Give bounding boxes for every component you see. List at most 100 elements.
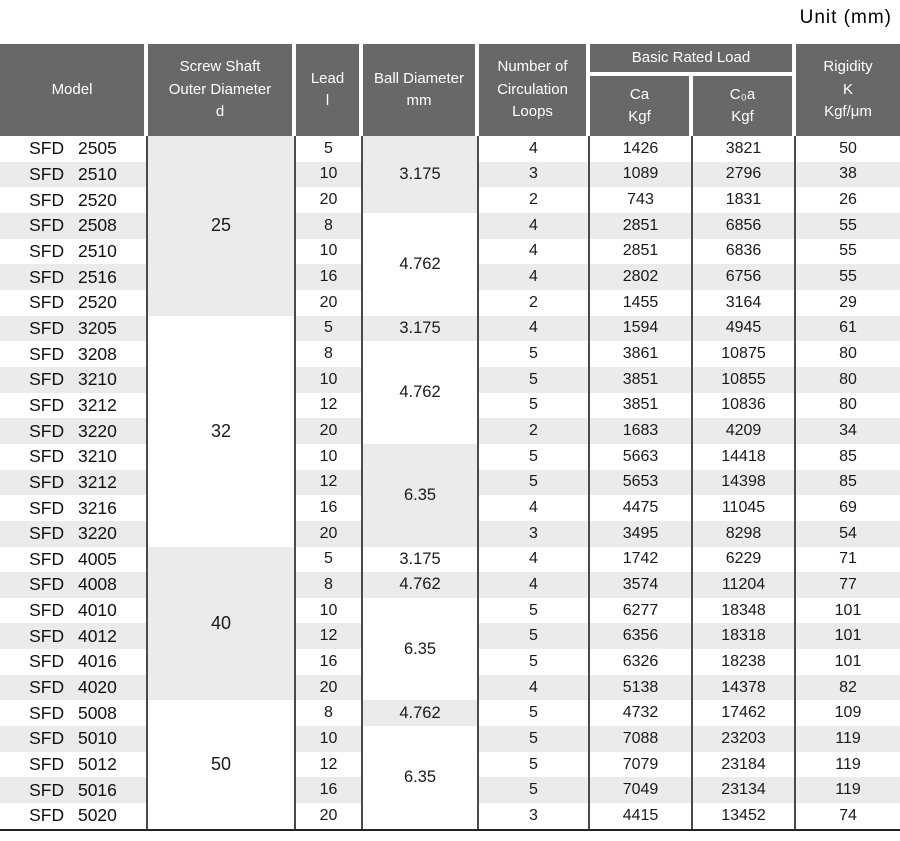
lead-cell: 5	[296, 136, 363, 162]
ca-cell: 6326	[590, 649, 693, 675]
model-cell: SFD 2510	[0, 161, 148, 188]
c0a-cell: 10855	[693, 366, 796, 393]
ball-group-cell: 3.175	[363, 136, 479, 213]
rigidity-cell: 77	[796, 572, 900, 598]
model-cell: SFD 5020	[0, 803, 148, 829]
c0a-cell: 11204	[693, 572, 796, 598]
ca-cell: 5653	[590, 469, 693, 496]
ca-cell: 3495	[590, 520, 693, 547]
header-loops-line3: Loops	[512, 103, 553, 121]
header-lead-line1: Lead	[310, 69, 345, 87]
model-cell: SFD 2520	[0, 289, 148, 316]
ball-group-cell: 4.762	[363, 212, 479, 316]
ca-cell: 1594	[590, 315, 693, 342]
ca-cell: 1426	[590, 136, 693, 162]
loops-cell: 3	[479, 161, 590, 188]
rigidity-cell: 29	[796, 289, 900, 316]
model-cell: SFD 4005	[0, 546, 148, 573]
c0a-cell: 6856	[693, 212, 796, 239]
ca-cell: 7088	[590, 726, 693, 752]
model-cell: SFD 3205	[0, 315, 148, 342]
unit-row: Unit (mm)	[0, 0, 900, 44]
model-cell: SFD 3212	[0, 392, 148, 419]
loops-cell: 4	[479, 238, 590, 265]
rigidity-cell: 74	[796, 803, 900, 829]
ball-group-cell: 4.762	[363, 572, 479, 598]
header-rigidity-line1: Rigidity	[823, 58, 873, 76]
loops-cell: 5	[479, 341, 590, 367]
ca-cell: 3574	[590, 572, 693, 598]
model-cell: SFD 4020	[0, 674, 148, 701]
model-cell: SFD 3208	[0, 341, 148, 367]
c0a-cell: 13452	[693, 803, 796, 829]
rigidity-cell: 34	[796, 418, 900, 444]
c0a-cell: 14398	[693, 469, 796, 496]
c0a-cell: 2796	[693, 161, 796, 188]
rigidity-cell: 55	[796, 264, 900, 290]
c0a-cell: 14378	[693, 674, 796, 701]
lead-cell: 12	[296, 469, 363, 496]
loops-cell: 5	[479, 777, 590, 804]
ca-cell: 2802	[590, 264, 693, 290]
model-cell: SFD 5016	[0, 777, 148, 804]
lead-cell: 8	[296, 572, 363, 598]
ca-cell: 1455	[590, 289, 693, 316]
table-body: SFD 2505 5 4 1426 3821 50 SFD 2510 10 3 1089 2796 3…	[0, 136, 900, 831]
c0a-cell: 18318	[693, 623, 796, 650]
c0a-cell: 23203	[693, 726, 796, 752]
header-lead-line2: l	[325, 92, 330, 109]
lead-cell: 16	[296, 495, 363, 521]
header-rigidity: Rigidity K Kgf/μm	[796, 44, 900, 136]
loops-cell: 4	[479, 212, 590, 239]
lead-cell: 8	[296, 341, 363, 367]
loops-cell: 4	[479, 264, 590, 290]
model-cell: SFD 5012	[0, 751, 148, 778]
lead-cell: 8	[296, 212, 363, 239]
ca-cell: 7079	[590, 751, 693, 778]
loops-cell: 5	[479, 443, 590, 470]
ca-cell: 4475	[590, 495, 693, 521]
header-c0a-line2: Kgf	[731, 108, 754, 125]
ball-group-cell: 3.175	[363, 315, 479, 342]
loops-cell: 2	[479, 187, 590, 213]
ball-group-cell: 4.762	[363, 341, 479, 444]
loops-cell: 5	[479, 623, 590, 650]
lead-cell: 5	[296, 546, 363, 573]
rigidity-cell: 101	[796, 623, 900, 650]
model-cell: SFD 4008	[0, 572, 148, 598]
model-cell: SFD 3212	[0, 469, 148, 496]
model-cell: SFD 3220	[0, 520, 148, 547]
model-cell: SFD 3210	[0, 443, 148, 470]
loops-cell: 5	[479, 700, 590, 727]
loops-cell: 5	[479, 597, 590, 624]
model-cell: SFD 4012	[0, 623, 148, 650]
lead-cell: 12	[296, 623, 363, 650]
model-cell: SFD 2505	[0, 136, 148, 162]
ca-cell: 3861	[590, 341, 693, 367]
rigidity-cell: 50	[796, 136, 900, 162]
header-loops-line2: Circulation	[497, 80, 568, 98]
lead-cell: 12	[296, 751, 363, 778]
rigidity-cell: 55	[796, 212, 900, 239]
loops-cell: 3	[479, 803, 590, 829]
ball-group-cell: 6.35	[363, 443, 479, 547]
loops-cell: 5	[479, 726, 590, 752]
diameter-group-cell: 40	[148, 546, 296, 701]
c0a-cell: 4209	[693, 418, 796, 444]
c0a-cell: 23184	[693, 751, 796, 778]
loops-cell: 4	[479, 572, 590, 598]
c0a-cell: 10836	[693, 392, 796, 419]
rigidity-cell: 69	[796, 495, 900, 521]
lead-cell: 12	[296, 392, 363, 419]
lead-cell: 16	[296, 777, 363, 804]
lead-cell: 16	[296, 649, 363, 675]
c0a-cell: 10875	[693, 341, 796, 367]
ca-cell: 2851	[590, 238, 693, 265]
ca-cell: 743	[590, 187, 693, 213]
lead-cell: 20	[296, 520, 363, 547]
lead-cell: 10	[296, 443, 363, 470]
header-basic-rated-load: Basic Rated Load	[590, 44, 796, 76]
c0a-cell: 18348	[693, 597, 796, 624]
c0a-cell: 14418	[693, 443, 796, 470]
lead-cell: 10	[296, 726, 363, 752]
